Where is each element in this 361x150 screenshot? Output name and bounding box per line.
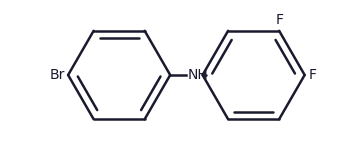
Text: F: F	[275, 13, 283, 27]
Text: NH: NH	[188, 68, 209, 82]
Text: Br: Br	[50, 68, 65, 82]
Text: F: F	[309, 68, 317, 82]
